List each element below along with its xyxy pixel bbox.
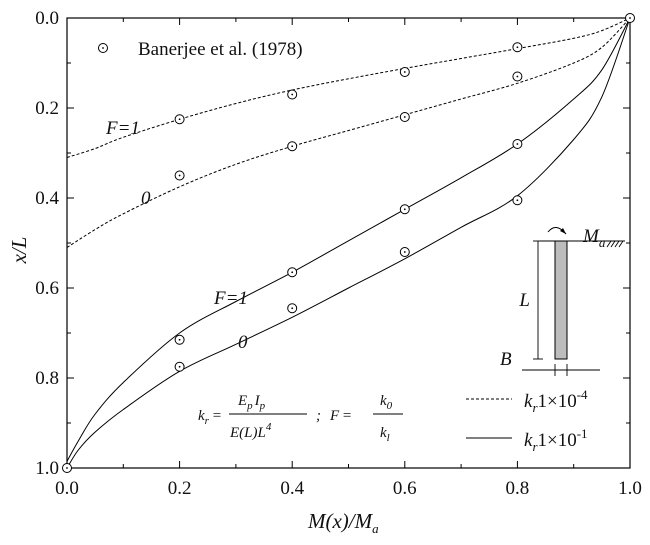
y-tick-label: 0.8 bbox=[35, 368, 59, 389]
scatter-point-dot bbox=[178, 174, 181, 177]
pile-body bbox=[554, 240, 568, 360]
annotation-solid-0: 0 bbox=[238, 332, 248, 353]
scatter-point-dot bbox=[516, 75, 519, 78]
series-line-dashed-0 bbox=[66, 17, 631, 158]
width-label: B bbox=[500, 349, 512, 370]
moment-label: Ma bbox=[582, 226, 606, 250]
axis-ticks: 0.0 0.2 0.4 0.6 0.8 1.00.00.20.40.60.81.0 bbox=[35, 8, 642, 499]
y-tick-label: 0.2 bbox=[35, 98, 59, 119]
scatter-point-dot bbox=[629, 17, 631, 19]
y-tick-label: 0.4 bbox=[35, 188, 59, 209]
legend-scatter-label: Banerjee et al. (1978) bbox=[138, 39, 303, 60]
y-tick-label: 0.0 bbox=[35, 8, 59, 29]
series-line-solid-3 bbox=[66, 17, 631, 469]
x-tick-label: 0.6 bbox=[393, 478, 417, 499]
scatter-point-dot bbox=[178, 338, 181, 341]
scatter-points bbox=[62, 13, 635, 473]
length-label: L bbox=[518, 290, 530, 311]
y-axis-label: x/L bbox=[7, 237, 31, 265]
x-tick-label: 1.0 bbox=[618, 478, 642, 499]
scatter-point-dot bbox=[291, 93, 294, 96]
scatter-point-dot bbox=[66, 467, 68, 469]
scatter-point-dot bbox=[178, 118, 181, 121]
legend-scatter-marker-dot bbox=[102, 47, 104, 49]
scatter-point-dot bbox=[291, 145, 294, 148]
scatter-point-dot bbox=[403, 116, 406, 118]
x-tick-label: 0.4 bbox=[280, 478, 304, 499]
svg-text:F =: F = bbox=[329, 408, 351, 424]
scatter-point-dot bbox=[403, 71, 406, 73]
series-line-solid-2 bbox=[66, 17, 631, 462]
ground-hatch bbox=[606, 240, 624, 248]
legend-solid-label: kr1×10-1 bbox=[524, 426, 588, 454]
svg-text:kl: kl bbox=[380, 425, 390, 444]
scatter-point-dot bbox=[516, 46, 519, 49]
series-curves bbox=[66, 17, 631, 469]
svg-text:;: ; bbox=[316, 408, 321, 424]
annotation-solid-F1: F=1 bbox=[213, 288, 248, 309]
legend-dashed-label: kr1×10-4 bbox=[524, 387, 588, 415]
legend-scatter-marker bbox=[98, 43, 108, 53]
scatter-point-dot bbox=[403, 251, 406, 253]
formula: kr = Ep Ip E(L)L4 ; F = k0 kl bbox=[198, 393, 403, 444]
annotation-dashed-F1: F=1 bbox=[105, 118, 140, 139]
scatter-point-dot bbox=[516, 199, 519, 202]
pile-inset: Ma L B bbox=[500, 226, 625, 376]
svg-text:kr =: kr = bbox=[198, 408, 221, 427]
x-axis-label: M(x)/Ma bbox=[307, 509, 379, 536]
annotation-dashed-0: 0 bbox=[141, 188, 151, 209]
scatter-point-dot bbox=[516, 143, 519, 145]
x-tick-label: 0.0 bbox=[55, 478, 79, 499]
y-tick-label: 1.0 bbox=[35, 458, 59, 479]
series-line-dashed-1 bbox=[66, 17, 631, 248]
scatter-point-dot bbox=[291, 307, 294, 310]
x-tick-label: 0.8 bbox=[506, 478, 530, 499]
svg-text:E(L)L4: E(L)L4 bbox=[229, 421, 272, 441]
scatter-point-dot bbox=[403, 208, 406, 211]
moment-arrow-head bbox=[560, 228, 566, 234]
scatter-point-dot bbox=[178, 365, 181, 368]
svg-text:k0: k0 bbox=[380, 393, 393, 412]
y-tick-label: 0.6 bbox=[35, 278, 59, 299]
x-tick-label: 0.2 bbox=[168, 478, 192, 499]
scatter-point-dot bbox=[291, 271, 294, 274]
